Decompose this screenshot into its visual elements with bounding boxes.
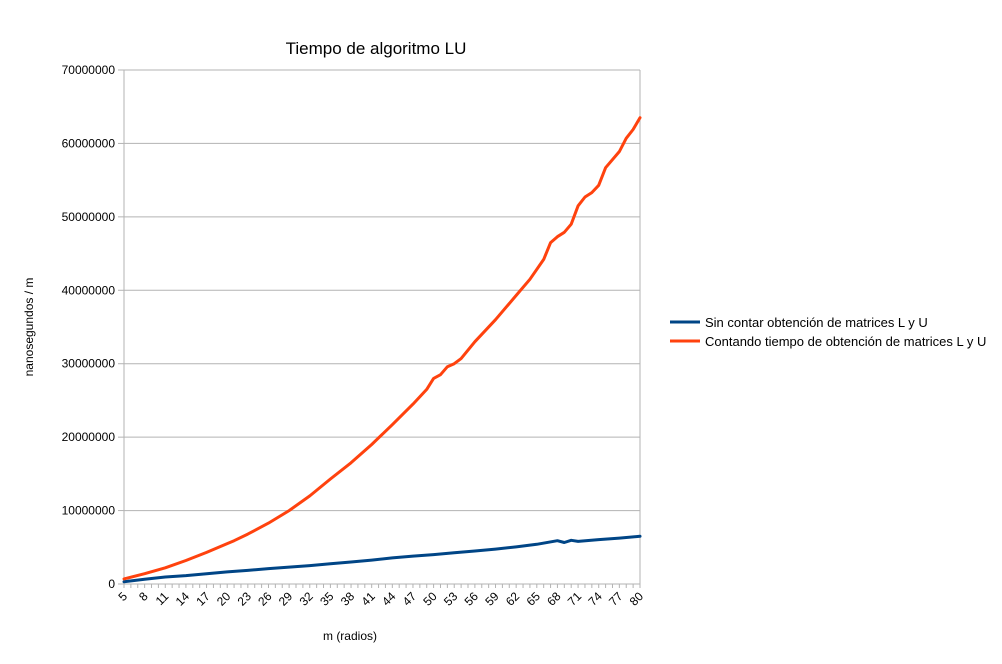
y-tick-label: 60000000 (62, 136, 116, 150)
x-tick-label: 77 (606, 589, 626, 609)
y-tick-label: 20000000 (62, 430, 116, 444)
chart-title: Tiempo de algoritmo LU (286, 39, 467, 58)
x-tick-label: 8 (136, 589, 151, 604)
y-tick-label: 50000000 (62, 210, 116, 224)
x-axis-label: m (radios) (323, 629, 377, 643)
y-axis-ticks: 0 10000000 20000000 30000000 40000000 5000000… (62, 63, 124, 591)
x-tick-label: 5 (115, 589, 130, 604)
y-tick-label: 40000000 (62, 283, 116, 297)
x-tick-label: 47 (400, 589, 420, 609)
x-tick-label: 50 (420, 589, 440, 609)
x-tick-label: 32 (297, 589, 317, 609)
x-tick-label: 35 (317, 589, 337, 609)
x-tick-label: 11 (153, 589, 172, 608)
x-tick-label: 17 (193, 589, 213, 609)
y-tick-label: 70000000 (62, 63, 116, 77)
axes (123, 70, 641, 585)
x-tick-label: 65 (524, 589, 544, 609)
x-tick-label: 74 (585, 589, 605, 609)
x-tick-label: 26 (255, 589, 275, 609)
y-tick-label: 10000000 (62, 504, 116, 518)
legend-label-1: Sin contar obtención de matrices L y U (705, 315, 928, 330)
grid (124, 69, 640, 585)
series-line-1 (122, 534, 642, 584)
series-group (122, 116, 642, 584)
x-tick-label: 53 (441, 589, 461, 609)
x-tick-label: 20 (214, 589, 234, 609)
y-tick-label: 0 (108, 577, 115, 591)
legend-label-2: Contando tiempo de obtención de matrices… (705, 334, 986, 349)
x-tick-label: 44 (379, 589, 399, 609)
x-tick-label: 29 (276, 589, 296, 609)
y-axis-label: nanosegundos / m (22, 278, 36, 377)
x-tick-label: 68 (544, 589, 564, 609)
x-tick-label: 14 (173, 589, 193, 609)
x-axis-ticks: 5 8 11 14 17 20 23 26 29 32 35 38 41 44 47 50 53 56 59 62 65… (115, 584, 646, 609)
x-tick-label: 71 (565, 589, 585, 609)
x-tick-label: 41 (358, 589, 378, 609)
x-tick-label: 56 (462, 589, 482, 609)
x-tick-label: 62 (503, 589, 523, 609)
x-tick-label: 59 (482, 589, 502, 609)
x-tick-label: 80 (627, 589, 647, 609)
series-line-2 (122, 116, 642, 581)
y-tick-label: 30000000 (62, 357, 116, 371)
x-tick-label: 23 (235, 589, 255, 609)
x-tick-label: 38 (338, 589, 358, 609)
legend: Sin contar obtención de matrices L y U Co… (670, 315, 986, 349)
